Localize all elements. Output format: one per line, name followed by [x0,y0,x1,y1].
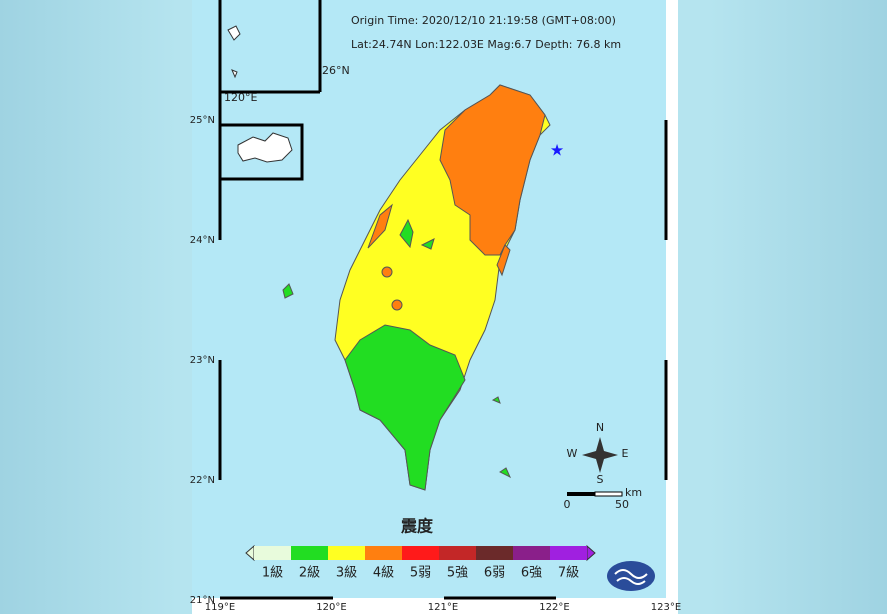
scale-unit: km [625,486,642,499]
compass-e: E [622,447,629,460]
legend-swatch [476,546,513,560]
legend-label: 4級 [373,566,394,581]
lon-label: 119°E [205,602,235,613]
legend-label: 3級 [336,566,357,581]
lat-label: 25°N [190,115,215,126]
legend-swatch [513,546,550,560]
legend-swatch [291,546,328,560]
frame [218,0,668,600]
legend-swatch [365,546,402,560]
legend-label: 2級 [299,566,320,581]
legend-swatch [328,546,365,560]
inset: 26°N 120°E [218,0,350,181]
origin-time: Origin Time: 2020/12/10 21:19:58 (GMT+08… [351,14,616,27]
event-location: Lat:24.74N Lon:122.03E Mag:6.7 Depth: 76… [351,38,621,51]
compass-w: W [567,447,578,460]
epicenter: ★ [550,141,564,160]
legend-label: 5強 [447,566,468,581]
legend-swatch [439,546,476,560]
lon-label: 123°E [651,602,681,613]
compass-n: N [596,421,604,434]
lon-label: 121°E [428,602,458,613]
legend-label: 6強 [521,566,542,581]
legend-label: 7級 [558,566,579,581]
legend-title: 震度 [400,517,434,536]
inset-lon-label: 120°E [224,91,257,104]
legend-label: 6弱 [484,566,505,581]
compass: N S E W [567,421,629,486]
lat-label: 23°N [190,355,215,366]
legend: 1級 2級 3級 4級 5弱 5強 6弱 6強 7級 [245,544,596,581]
legend-label: 1級 [262,566,283,581]
lon-label: 120°E [316,602,346,613]
scale-end: 50 [615,498,629,511]
compass-s: S [597,473,604,486]
legend-swatch [402,546,439,560]
scale-bar: km 0 50 [564,486,643,511]
scale-start: 0 [564,498,571,511]
legend-swatch [550,546,587,560]
lat-label: 22°N [190,475,215,486]
legend-swatch [254,546,291,560]
lon-label: 122°E [539,602,569,613]
inset-lat-label: 26°N [322,64,350,77]
legend-label: 5弱 [410,566,431,581]
lat-label: 24°N [190,235,215,246]
lat-label: 21°N [190,595,215,606]
logo [607,561,655,591]
taiwan [282,84,551,491]
